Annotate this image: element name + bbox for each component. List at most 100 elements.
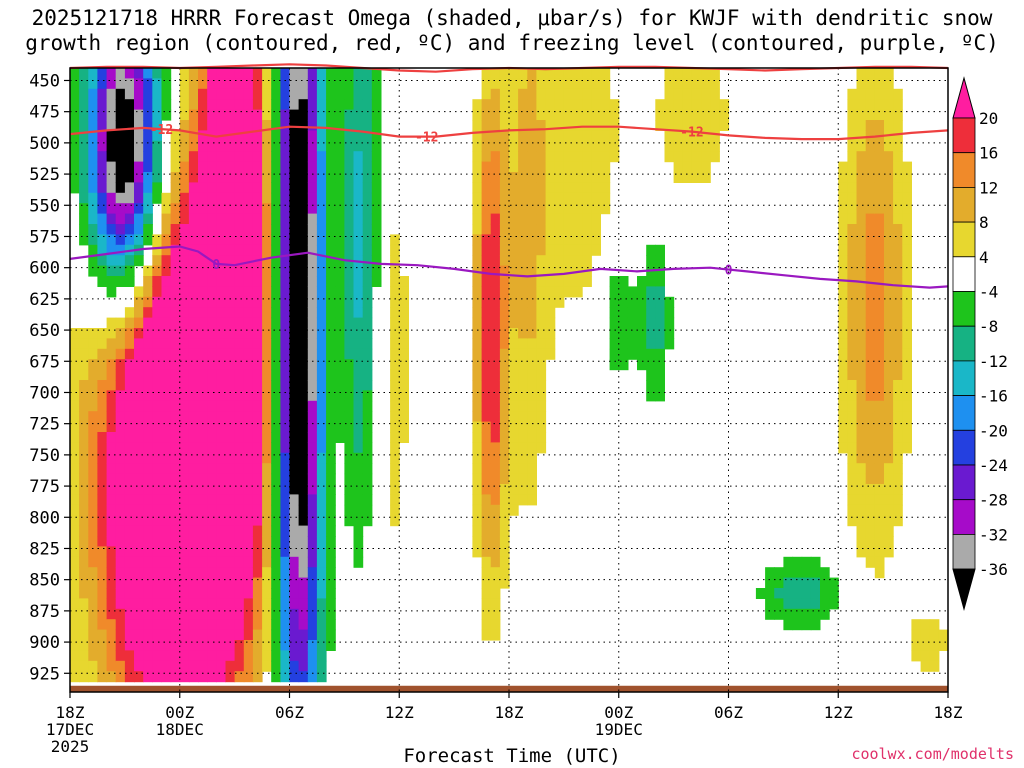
omega-cell xyxy=(499,515,510,527)
omega-cell xyxy=(124,130,135,142)
omega-cell xyxy=(88,671,98,683)
omega-cell xyxy=(527,255,537,267)
omega-cell xyxy=(847,442,858,454)
omega-cell xyxy=(472,380,483,391)
x-tick-label: 18Z xyxy=(56,703,85,722)
omega-cell xyxy=(179,515,190,527)
omega-cell xyxy=(216,234,226,246)
omega-cell xyxy=(316,203,327,215)
colorbar-bin xyxy=(952,221,976,258)
omega-cell xyxy=(307,255,318,267)
omega-cell xyxy=(170,172,181,183)
omega-cell xyxy=(893,88,903,100)
omega-cell xyxy=(527,328,537,339)
omega-cell xyxy=(893,286,903,298)
omega-cell xyxy=(344,213,355,225)
omega-cell xyxy=(481,130,492,142)
omega-cell xyxy=(664,88,675,100)
omega-cell xyxy=(838,296,848,308)
omega-cell xyxy=(307,473,318,485)
omega-cell xyxy=(362,359,373,371)
omega-cell xyxy=(88,504,98,516)
omega-cell xyxy=(884,348,894,360)
omega-cell xyxy=(179,442,190,454)
omega-cell xyxy=(353,463,364,475)
omega-cell xyxy=(682,130,693,142)
omega-cell xyxy=(499,442,510,454)
colorbar-label: 8 xyxy=(979,213,989,232)
omega-cell xyxy=(920,650,931,662)
omega-cell xyxy=(344,88,355,100)
omega-cell xyxy=(161,338,172,350)
omega-cell xyxy=(298,421,309,433)
omega-cell xyxy=(810,588,821,599)
omega-cell xyxy=(97,182,108,194)
omega-cell xyxy=(810,577,821,589)
omega-cell xyxy=(582,276,592,287)
omega-cell xyxy=(545,130,556,142)
omega-cell xyxy=(399,328,409,339)
omega-cell xyxy=(134,504,144,516)
omega-cell xyxy=(536,400,547,412)
omega-cell xyxy=(353,296,364,308)
omega-cell xyxy=(243,556,254,568)
omega-cell xyxy=(527,161,537,173)
omega-cell xyxy=(573,234,583,246)
omega-cell xyxy=(390,338,400,350)
omega-cell xyxy=(874,78,885,90)
omega-cell xyxy=(79,463,89,475)
omega-cell xyxy=(216,577,226,589)
omega-cell xyxy=(115,99,126,111)
omega-cell xyxy=(207,203,217,215)
omega-cell xyxy=(234,307,245,319)
omega-cell xyxy=(838,421,848,433)
omega-cell xyxy=(134,338,144,350)
surface-layer xyxy=(70,685,948,692)
omega-cell xyxy=(646,328,656,339)
omega-cell xyxy=(545,203,556,215)
omega-cell xyxy=(847,473,858,485)
omega-cell xyxy=(362,78,373,90)
omega-cell xyxy=(664,109,675,121)
omega-cell xyxy=(783,619,794,631)
omega-cell xyxy=(70,494,80,506)
omega-cell xyxy=(326,88,336,100)
omega-cell xyxy=(307,192,318,204)
omega-cell xyxy=(554,161,565,173)
omega-cell xyxy=(124,224,135,235)
omega-cell xyxy=(88,421,98,433)
omega-cell xyxy=(198,130,208,142)
omega-cell xyxy=(88,619,98,631)
omega-cell xyxy=(856,494,867,506)
omega-cell xyxy=(252,494,263,506)
omega-cell xyxy=(518,161,528,173)
omega-cell xyxy=(536,224,547,235)
omega-cell xyxy=(124,203,135,215)
omega-cell xyxy=(234,515,245,527)
omega-cell xyxy=(527,151,537,163)
omega-cell xyxy=(134,629,144,641)
omega-cell xyxy=(198,192,208,204)
omega-cell xyxy=(280,286,291,298)
omega-cell xyxy=(545,338,556,350)
omega-cell xyxy=(124,99,135,111)
omega-cell xyxy=(509,317,519,329)
omega-cell xyxy=(664,151,675,163)
omega-cell xyxy=(884,442,894,454)
colorbar-bin xyxy=(952,360,976,396)
omega-cell xyxy=(170,203,181,215)
omega-cell xyxy=(646,369,656,381)
omega-cell xyxy=(326,182,336,194)
omega-cell xyxy=(573,161,583,173)
omega-cell xyxy=(70,338,80,350)
omega-cell xyxy=(225,640,236,651)
omega-cell xyxy=(207,182,217,194)
omega-cell xyxy=(234,671,245,683)
omega-cell xyxy=(390,286,400,298)
omega-cell xyxy=(563,276,574,287)
omega-cell xyxy=(655,380,665,391)
omega-cell xyxy=(856,484,867,495)
omega-cell xyxy=(152,463,162,475)
omega-cell xyxy=(326,109,336,121)
omega-cell xyxy=(490,463,501,475)
